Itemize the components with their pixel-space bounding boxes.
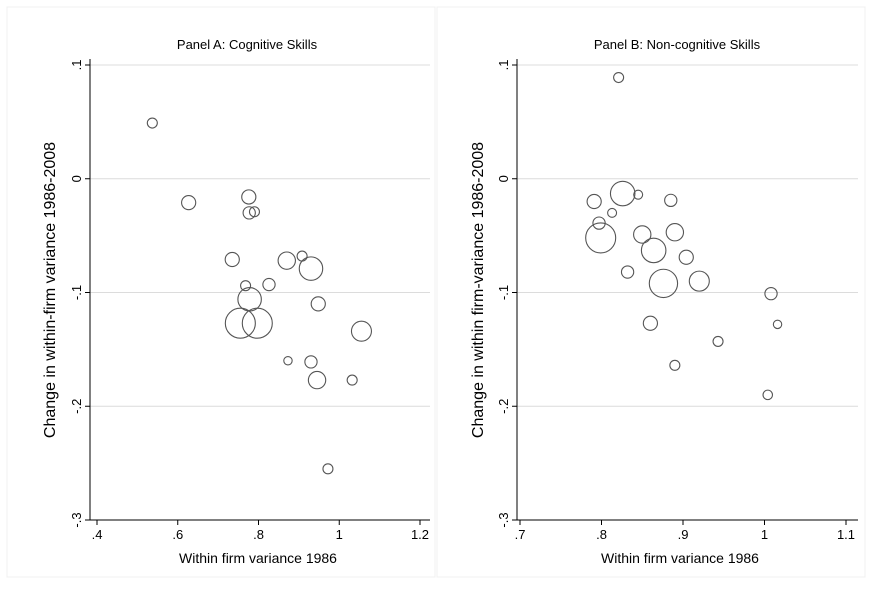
panel-b-y-tick-label: -.2 [496, 399, 511, 414]
panel-a-y-tick-label: 0 [69, 175, 84, 182]
panel-a-y-tick-label: -.1 [69, 285, 84, 300]
panel-a-frame [6, 6, 436, 578]
panel-b: Panel B: Non-cognitive Skills -.3 -.2 -.1 0… [436, 6, 866, 578]
panel-b-data-point [665, 223, 685, 242]
panel-a-x-tick-label: .4 [92, 527, 103, 542]
panel-b-y-tick-label: 0 [496, 175, 511, 182]
panel-a-data-point [241, 189, 257, 205]
panel-a-x-tick-label: .8 [253, 527, 264, 542]
panel-a-y-tick-label: -.2 [69, 399, 84, 414]
panel-b-data-point [620, 265, 635, 279]
panel-b-data-point [642, 315, 659, 331]
panel-b-x-tick-label: 1.1 [837, 527, 855, 542]
panel-b-x-tick-label: .8 [596, 527, 607, 542]
panel-a-data-point [304, 355, 318, 369]
panel-a-y-tick-label: .1 [69, 60, 84, 71]
panel-b-data-point [633, 225, 652, 244]
panel-b-y-tick-label: -.3 [496, 512, 511, 527]
panel-b-data-point [688, 270, 710, 292]
panel-b-x-tick-label: .9 [678, 527, 689, 542]
panel-b-x-axis-label: Within firm variance 1986 [601, 550, 759, 566]
panel-b-data-point [607, 207, 618, 218]
panel-b-y-axis-label: Change in within firm-variance 1986-2008 [470, 142, 487, 438]
panel-a-x-ticks: .4 .6 .8 1 1.2 [92, 520, 429, 542]
panel-a-data-point [248, 206, 261, 218]
panel-a-data-point [242, 206, 256, 220]
panel-b-data-point [609, 180, 636, 207]
panel-a-x-tick-label: 1 [336, 527, 343, 542]
panel-a-data-point [277, 251, 296, 270]
panel-b-data-point [585, 222, 617, 254]
panel-a-data-point [146, 117, 158, 129]
panel-a-title: Panel A: Cognitive Skills [177, 37, 318, 52]
panel-a-data-point [240, 280, 252, 292]
panel-a-data-point [262, 277, 276, 292]
panel-b-data-point [678, 249, 694, 265]
panel-b-data-point [613, 71, 625, 84]
panel-b-points [585, 71, 783, 401]
panel-b-data-point [772, 319, 783, 330]
panel-a-y-axis-label: Change in within-firm variance 1986-2008 [42, 142, 59, 438]
panel-a-y-tick-label: -.3 [69, 512, 84, 527]
panel-b-data-point [669, 359, 681, 371]
panel-b-frame [436, 6, 866, 578]
panel-b-y-tick-label: -.1 [496, 285, 511, 300]
panel-b-data-point [648, 268, 679, 299]
panel-a: Panel A: Cognitive Skills -.3 -.2 -.1 0 .1 .… [6, 6, 436, 578]
panel-a-data-point [322, 463, 334, 475]
panel-b-data-point [586, 193, 602, 210]
panel-b-data-point [762, 389, 774, 401]
panel-b-y-tick-label: .1 [496, 60, 511, 71]
panel-b-data-point [640, 237, 667, 264]
panel-a-x-axis-label: Within firm variance 1986 [179, 550, 337, 566]
panel-a-data-point [283, 356, 293, 366]
panel-b-data-point [712, 335, 724, 347]
panel-b-x-tick-label: .7 [515, 527, 526, 542]
panel-a-data-point [224, 307, 256, 339]
panel-b-title: Panel B: Non-cognitive Skills [594, 37, 761, 52]
panel-a-data-point [241, 307, 273, 339]
panel-a-y-ticks: -.3 -.2 -.1 0 .1 [69, 60, 90, 528]
panel-a-data-point [350, 320, 373, 342]
panel-b-data-point [764, 286, 778, 301]
panel-a-data-point [310, 296, 326, 312]
panel-a-points [146, 117, 373, 475]
panel-a-data-point [181, 195, 197, 211]
panel-a-data-point [298, 256, 324, 281]
panel-b-y-ticks: -.3 -.2 -.1 0 .1 [496, 60, 517, 528]
panel-b-data-point [664, 193, 678, 208]
panel-b-data-point [633, 189, 644, 200]
panel-b-x-ticks: .7 .8 .9 1 1.1 [515, 520, 855, 542]
panel-a-data-point [346, 374, 358, 386]
panel-a-x-tick-label: .6 [172, 527, 183, 542]
panel-a-data-point [224, 251, 240, 268]
panel-a-x-tick-label: 1.2 [411, 527, 429, 542]
panel-a-data-point [307, 370, 327, 390]
panel-b-x-tick-label: 1 [761, 527, 768, 542]
